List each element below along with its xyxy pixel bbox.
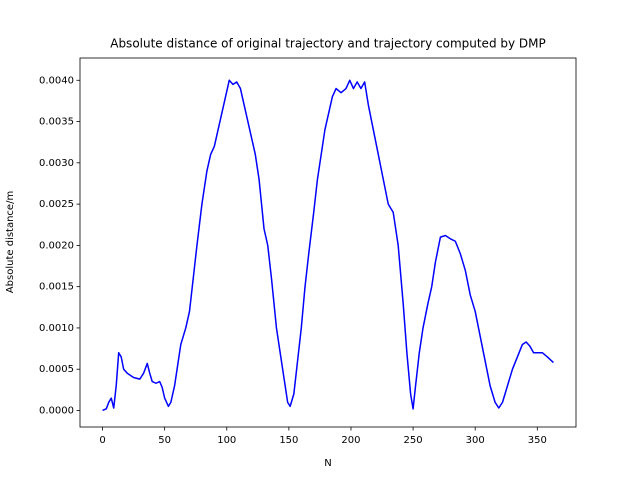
data-line: [102, 79, 554, 412]
y-tick-label: 0.0000: [39, 405, 74, 416]
x-tick-label: 250: [404, 435, 423, 446]
x-tick-label: 150: [279, 435, 298, 446]
y-axis-label: Absolute distance/m: [5, 191, 16, 293]
y-tick-label: 0.0030: [39, 158, 74, 169]
x-tick-label: 0: [99, 435, 105, 446]
y-tick-label: 0.0025: [39, 199, 74, 210]
y-tick-label: 0.0010: [39, 323, 74, 334]
plot-frame: [79, 57, 577, 428]
y-tick-label: 0.0005: [39, 364, 74, 375]
x-tick-label: 100: [217, 435, 236, 446]
y-tick-label: 0.0040: [39, 75, 74, 86]
chart-title: Absolute distance of original trajectory…: [110, 37, 546, 51]
x-tick-label: 200: [341, 435, 360, 446]
x-tick-label: 50: [158, 435, 171, 446]
x-tick-label: 300: [466, 435, 485, 446]
x-axis-label: N: [324, 458, 331, 469]
y-tick-label: 0.0020: [39, 240, 74, 251]
x-tick-label: 350: [528, 435, 547, 446]
y-tick-label: 0.0035: [39, 117, 74, 128]
y-tick-label: 0.0015: [39, 282, 74, 293]
